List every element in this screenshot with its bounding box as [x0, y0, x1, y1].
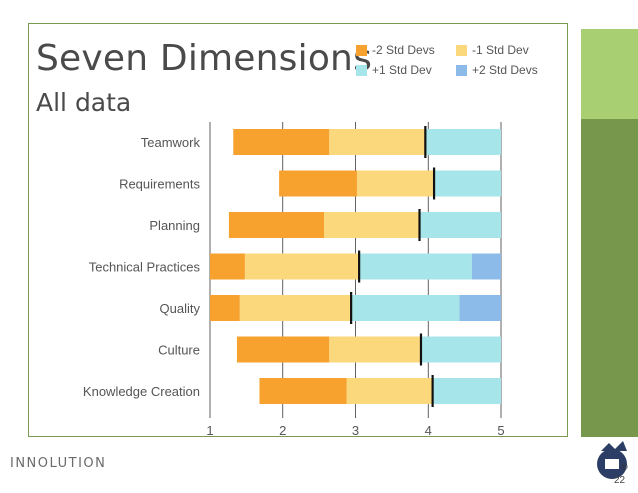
bar-segment-plus1	[351, 295, 460, 321]
bar-segment-minus2	[279, 170, 357, 197]
bar-segment-minus1	[356, 170, 435, 197]
bar-segment-plus1	[419, 212, 501, 238]
bar-segment-minus1	[324, 212, 420, 238]
bar-segment-minus1	[329, 336, 421, 363]
legend-label-plus2: +2 Std Devs	[472, 63, 538, 77]
x-tick-label: 4	[425, 423, 432, 438]
bar-segment-plus1	[359, 253, 472, 280]
bar-segment-minus1	[244, 253, 360, 280]
legend-swatch-plus1	[356, 64, 367, 76]
bar-segment-plus1	[420, 336, 501, 363]
bar-segment-plus1	[432, 378, 501, 404]
legend-label-plus1: +1 Std Dev	[372, 63, 432, 77]
bar-segment-minus1	[346, 378, 433, 404]
bar-segment-minus2	[210, 253, 245, 280]
category-label: Planning	[149, 218, 200, 233]
decorative-strip-dark	[581, 119, 638, 437]
bar-segment-minus1	[239, 295, 352, 321]
bar-segment-minus1	[329, 129, 426, 155]
legend-label-minus1: -1 Std Dev	[472, 43, 529, 57]
bar-segment-plus2	[471, 253, 501, 280]
legend-item-minus1: -1 Std Dev	[456, 43, 529, 57]
category-label: Requirements	[119, 177, 200, 192]
category-label: Knowledge Creation	[83, 384, 200, 399]
legend-swatch-plus2	[456, 64, 467, 76]
x-tick-label: 1	[206, 423, 213, 438]
chart-subtitle: All data	[36, 88, 132, 117]
x-tick-label: 2	[279, 423, 286, 438]
registered-mark: ®	[621, 462, 628, 472]
brand-mascot-icon	[597, 441, 627, 479]
bar-segment-plus2	[459, 295, 501, 321]
bar-segment-plus1	[434, 170, 501, 197]
category-label: Teamwork	[141, 135, 201, 150]
brand-logo: INNOLUTION	[10, 456, 107, 471]
legend-item-plus2: +2 Std Devs	[456, 63, 538, 77]
x-tick-label: 3	[352, 423, 359, 438]
legend-item-plus1: +1 Std Dev	[356, 63, 432, 77]
legend-swatch-minus2	[356, 44, 367, 56]
bar-segment-minus2	[233, 129, 330, 155]
bar-segment-plus1	[425, 129, 501, 155]
legend-swatch-minus1	[456, 44, 467, 56]
page-number: 22	[614, 475, 626, 486]
category-label: Quality	[160, 301, 201, 316]
x-tick-label: 5	[497, 423, 504, 438]
category-label: Technical Practices	[89, 260, 201, 275]
legend-label-minus2: -2 Std Devs	[372, 43, 435, 57]
bar-segment-minus2	[210, 295, 240, 321]
category-label: Culture	[158, 343, 200, 358]
chart-title: Seven Dimensions	[36, 38, 373, 79]
legend-item-minus2: -2 Std Devs	[356, 43, 435, 57]
bar-segment-minus2	[236, 336, 330, 363]
bar-segment-minus2	[228, 212, 325, 238]
decorative-strip-light	[581, 29, 638, 119]
bar-segment-minus2	[259, 378, 347, 404]
